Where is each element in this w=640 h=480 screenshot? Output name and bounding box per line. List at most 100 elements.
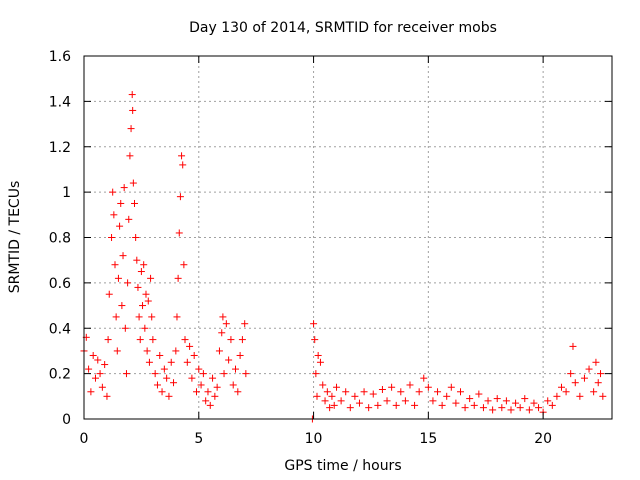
data-point <box>535 404 543 412</box>
data-point <box>122 370 130 378</box>
data-point <box>128 91 136 99</box>
data-point <box>585 365 593 373</box>
data-point <box>204 388 212 396</box>
data-point <box>493 395 501 403</box>
data-point <box>175 229 183 237</box>
data-point <box>567 370 575 378</box>
data-point <box>383 397 391 405</box>
data-point <box>129 106 137 114</box>
data-point <box>222 320 230 328</box>
data-point <box>113 347 121 355</box>
data-point <box>369 390 377 398</box>
data-point <box>104 336 112 344</box>
data-point <box>174 274 182 282</box>
data-point <box>199 370 207 378</box>
data-point <box>313 392 321 400</box>
data-point <box>443 392 451 400</box>
data-point <box>94 356 102 364</box>
data-point <box>312 370 320 378</box>
data-point <box>590 388 598 396</box>
axis-ticks <box>83 55 612 420</box>
data-point <box>119 252 127 260</box>
data-point <box>311 336 319 344</box>
data-point <box>206 401 214 409</box>
data-point <box>466 395 474 403</box>
data-point <box>594 379 602 387</box>
data-point <box>592 358 600 366</box>
data-point <box>238 336 246 344</box>
data-point <box>323 388 331 396</box>
data-point <box>147 274 155 282</box>
y-tick-labels: 0 0.2 0.4 0.6 0.8 1 1.2 1.4 1.6 <box>49 49 71 428</box>
y-tick-label: 1.2 <box>49 140 71 156</box>
data-point <box>502 397 510 405</box>
x-tick-label: 20 <box>534 431 552 447</box>
data-point <box>544 397 552 405</box>
data-point <box>241 320 249 328</box>
data-point <box>211 392 219 400</box>
data-point <box>160 365 168 373</box>
data-point <box>145 358 153 366</box>
data-point <box>108 234 116 241</box>
data-point <box>461 404 469 412</box>
data-point <box>209 374 217 382</box>
data-point <box>116 222 124 230</box>
data-point <box>360 388 368 396</box>
data-point <box>562 388 570 396</box>
x-tick-label: 0 <box>80 431 89 447</box>
data-point <box>346 404 354 412</box>
data-point <box>118 302 126 310</box>
data-point <box>142 290 150 298</box>
data-point <box>178 152 186 160</box>
data-point <box>333 383 341 391</box>
data-point <box>144 297 152 305</box>
x-tick-label: 15 <box>419 431 437 447</box>
data-point <box>133 256 141 264</box>
data-point <box>117 199 125 207</box>
data-point <box>186 342 194 350</box>
data-point <box>85 365 93 373</box>
y-tick-label: 0 <box>62 412 71 428</box>
data-point <box>148 313 156 321</box>
data-point <box>192 388 200 396</box>
data-point <box>110 211 118 219</box>
data-point <box>397 388 405 396</box>
data-point <box>232 365 240 373</box>
data-point <box>136 336 144 344</box>
data-point <box>173 313 181 321</box>
data-point <box>326 404 334 412</box>
data-point <box>452 399 460 407</box>
data-point <box>310 320 318 328</box>
data-point <box>470 401 478 409</box>
chart-title: Day 130 of 2014, SRMTID for receiver mob… <box>189 20 497 36</box>
data-point <box>314 351 322 359</box>
data-point <box>475 390 483 398</box>
data-point <box>321 397 329 405</box>
data-point <box>456 388 464 396</box>
data-point <box>229 381 237 389</box>
data-point <box>172 347 180 355</box>
data-point <box>195 365 203 373</box>
data-point <box>190 351 198 359</box>
data-point <box>571 379 579 387</box>
data-point <box>365 404 373 412</box>
data-point <box>218 329 226 337</box>
data-point <box>521 395 529 403</box>
data-point <box>319 381 327 389</box>
data-point <box>484 397 492 405</box>
data-point <box>103 392 111 400</box>
data-point <box>112 313 120 321</box>
data-point <box>580 374 588 382</box>
data-point <box>134 283 142 291</box>
y-tick-label: 0.4 <box>49 321 71 337</box>
grid-lines <box>84 56 612 419</box>
data-point <box>548 401 556 409</box>
data-point <box>183 358 191 366</box>
data-point <box>597 370 605 378</box>
data-point <box>167 358 175 366</box>
data-point <box>153 381 161 389</box>
data-point <box>525 406 533 414</box>
data-point <box>420 374 428 382</box>
data-point <box>351 392 359 400</box>
data-point <box>139 302 147 310</box>
